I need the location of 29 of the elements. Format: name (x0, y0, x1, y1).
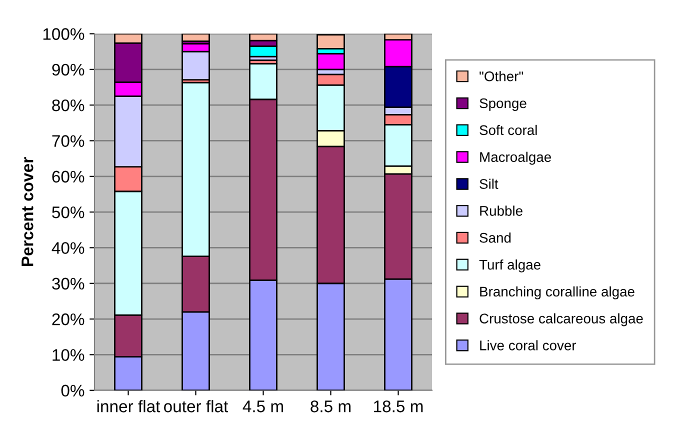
y-tick-label: 100% (43, 28, 84, 40)
legend-label: Sand (480, 232, 511, 243)
legend-label: "Other" (480, 71, 524, 82)
y-axis-title: Percent cover (22, 157, 34, 266)
legend-label: Macroalgae (480, 152, 551, 165)
y-tick-label: 80% (52, 99, 84, 112)
legend-label: Branching coralline algae (480, 286, 634, 300)
x-tick-label: 8.5 m (310, 400, 350, 412)
legend-label: Crustose calcareous algae (480, 313, 643, 326)
legend-label: Soft coral (480, 124, 537, 136)
legend-label: Silt (480, 178, 498, 189)
y-tick-label: 90% (52, 64, 84, 76)
y-tick-label: 60% (52, 170, 84, 183)
y-tick-label: 20% (52, 313, 84, 326)
x-tick-label: 4.5 m (242, 400, 283, 412)
x-tick-label: inner flat (97, 400, 160, 412)
legend-label: Live coral cover (480, 340, 576, 350)
legend-label: Rubble (480, 206, 522, 216)
y-tick-label: 30% (52, 278, 84, 290)
y-tick-label: 70% (52, 135, 84, 147)
legend-label: Turf algae (479, 259, 540, 272)
y-tick-label: 50% (52, 206, 84, 218)
bar (182, 34, 210, 42)
x-tick-label: outer flat (164, 400, 228, 412)
y-tick-label: 10% (52, 349, 84, 361)
legend-label: Sponge (480, 98, 526, 111)
x-tick-label: 18.5 m (374, 400, 423, 412)
y-tick-label: 0% (61, 384, 84, 397)
y-tick-label: 40% (52, 242, 84, 254)
